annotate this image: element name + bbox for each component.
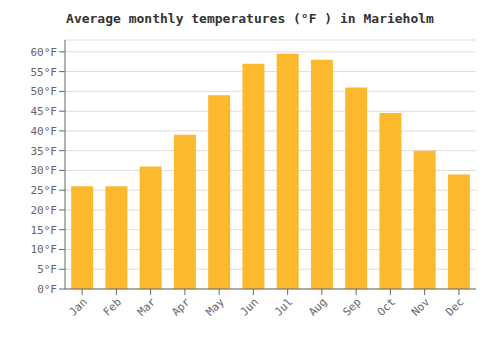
svg-text:Sep: Sep [341,295,364,318]
svg-text:Nov: Nov [409,295,433,319]
svg-text:May: May [204,295,228,319]
svg-text:Jul: Jul [272,295,295,318]
svg-text:Aug: Aug [306,295,329,318]
svg-text:55°F: 55°F [31,66,58,79]
svg-text:20°F: 20°F [31,204,58,217]
svg-text:Dec: Dec [443,295,466,318]
svg-text:50°F: 50°F [31,85,58,98]
svg-text:Feb: Feb [101,295,124,318]
svg-text:40°F: 40°F [31,125,58,138]
svg-text:10°F: 10°F [31,243,58,256]
svg-text:60°F: 60°F [31,46,58,59]
svg-text:35°F: 35°F [31,145,58,158]
svg-text:Jun: Jun [238,295,261,318]
svg-text:Oct: Oct [375,295,398,318]
svg-text:30°F: 30°F [31,164,58,177]
html-text:Average monthly temperatures (: Average monthly temperatures (°F ) in Ma… [66,11,434,26]
svg-text:Apr: Apr [169,295,193,319]
svg-text:Mar: Mar [135,295,159,319]
svg-text:Jan: Jan [67,295,90,318]
svg-text:25°F: 25°F [31,184,58,197]
svg-text:45°F: 45°F [31,105,58,118]
svg-text:15°F: 15°F [31,224,58,237]
svg-text:0°F: 0°F [37,283,57,296]
svg-text:5°F: 5°F [37,263,57,276]
